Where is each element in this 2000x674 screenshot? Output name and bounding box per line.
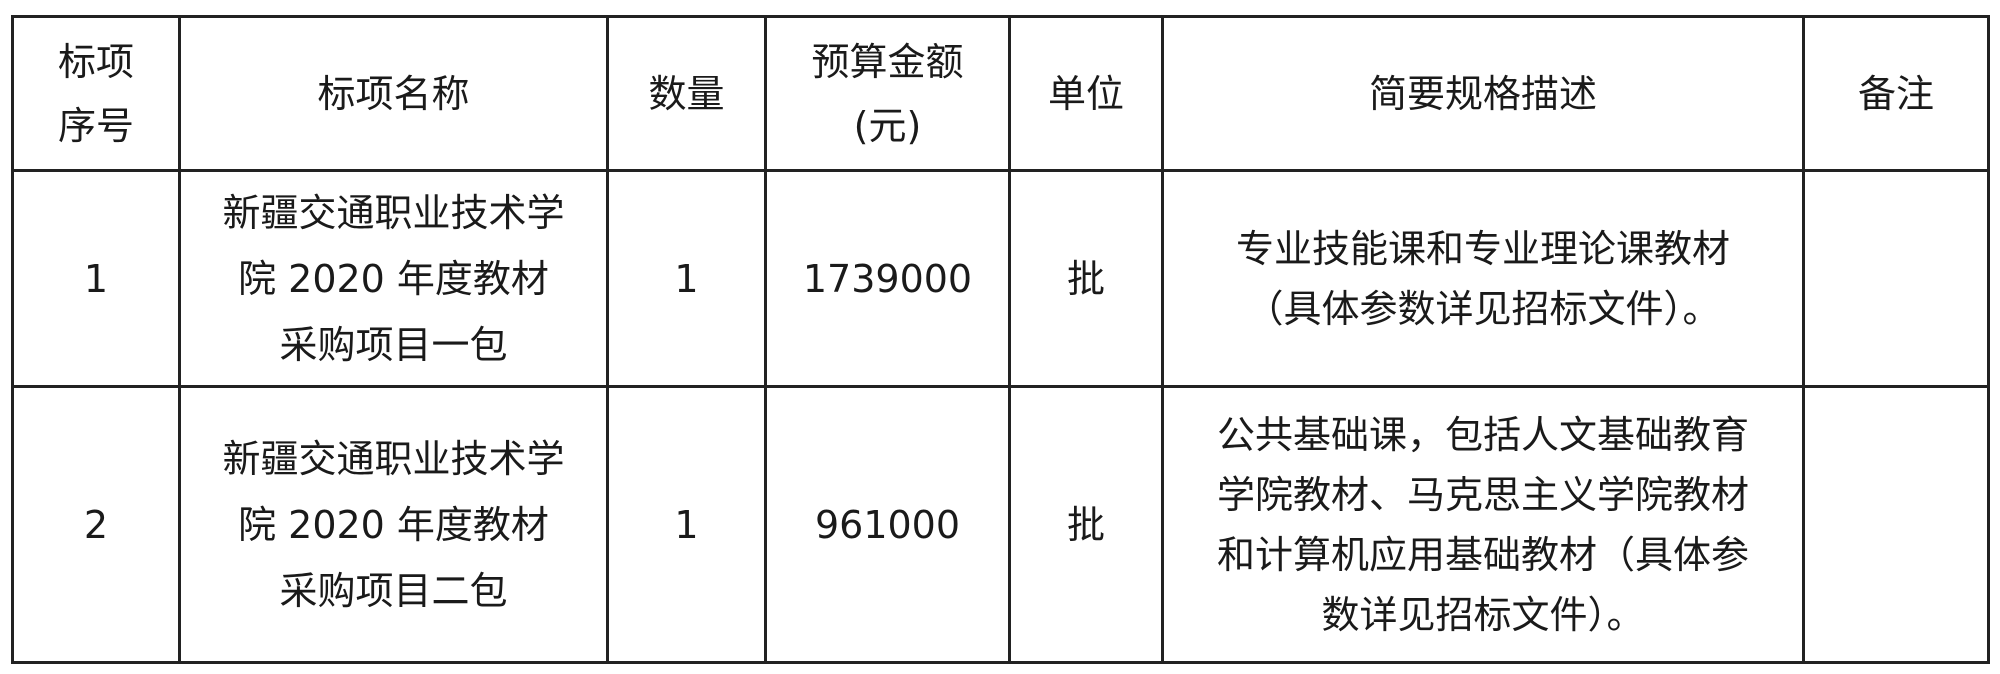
cell-remark xyxy=(1802,169,1990,388)
cell-remark xyxy=(1802,385,1990,664)
header-name: 标项名称 xyxy=(178,15,609,172)
header-budget-label: 预算金额(元) xyxy=(811,39,964,148)
header-remark: 备注 xyxy=(1802,15,1990,172)
cell-quantity: 1 xyxy=(606,385,767,664)
header-unit: 单位 xyxy=(1008,15,1164,172)
cell-quantity: 1 xyxy=(606,169,767,388)
cell-description: 专业技能课和专业理论课教材（具体参数详见招标文件）。 xyxy=(1161,169,1805,388)
cell-name: 新疆交通职业技术学院 2020 年度教材采购项目二包 xyxy=(178,385,609,664)
header-row: 标项序号 标项名称 数量 预算金额(元) 单位 简要规格描述 备注 xyxy=(11,15,1990,172)
cell-unit: 批 xyxy=(1008,385,1164,664)
cell-name: 新疆交通职业技术学院 2020 年度教材采购项目一包 xyxy=(178,169,609,388)
cell-index: 1 xyxy=(11,169,181,388)
table-row: 1 新疆交通职业技术学院 2020 年度教材采购项目一包 1 1739000 批… xyxy=(11,169,1990,388)
header-index: 标项序号 xyxy=(11,15,181,172)
header-index-label: 标项序号 xyxy=(57,39,134,148)
cell-description: 公共基础课，包括人文基础教育学院教材、马克思主义学院教材和计算机应用基础教材（具… xyxy=(1161,385,1805,664)
procurement-table: 标项序号 标项名称 数量 预算金额(元) 单位 简要规格描述 备注 1 新疆交通… xyxy=(11,15,1990,664)
header-description: 简要规格描述 xyxy=(1161,15,1805,172)
cell-index: 2 xyxy=(11,385,181,664)
cell-budget: 961000 xyxy=(764,385,1011,664)
cell-budget: 1739000 xyxy=(764,169,1011,388)
header-quantity: 数量 xyxy=(606,15,767,172)
header-budget: 预算金额(元) xyxy=(764,15,1011,172)
cell-unit: 批 xyxy=(1008,169,1164,388)
table-row: 2 新疆交通职业技术学院 2020 年度教材采购项目二包 1 961000 批 … xyxy=(11,385,1990,664)
